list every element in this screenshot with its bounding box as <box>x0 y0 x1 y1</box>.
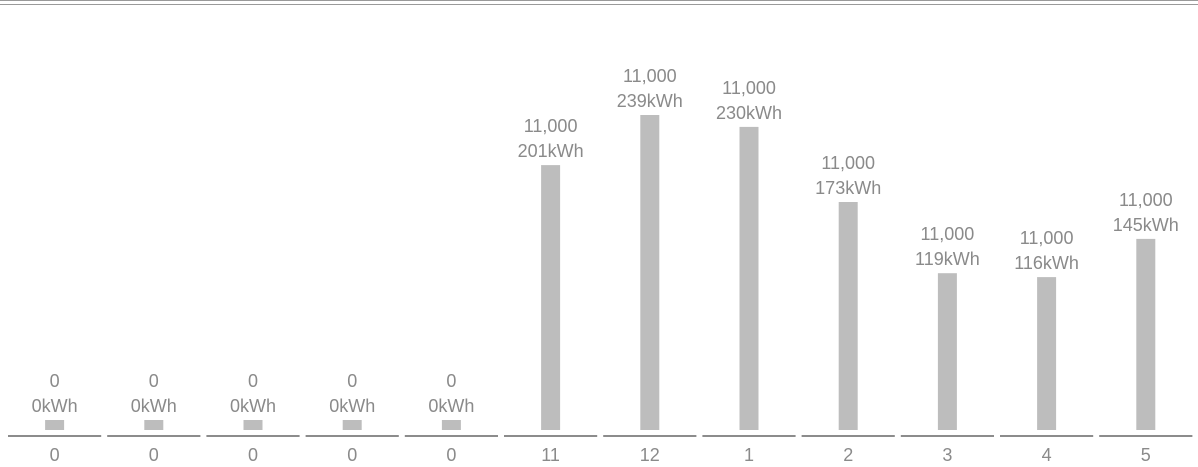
bar-value-label: 201kWh <box>518 141 584 161</box>
bar-top-label: 11,000 <box>821 153 875 173</box>
bar-value-label: 0kWh <box>428 396 474 416</box>
bar-value-label: 145kWh <box>1113 215 1179 235</box>
bar-top-label: 11,000 <box>921 224 975 244</box>
bar <box>640 115 660 430</box>
category-label: 12 <box>640 445 660 465</box>
bar-value-label: 173kWh <box>815 178 881 198</box>
bar-top-label: 11,000 <box>722 78 776 98</box>
category-label: 5 <box>1141 445 1151 465</box>
bar-top-label: 0 <box>149 371 159 391</box>
bar <box>441 420 461 430</box>
category-label: 3 <box>942 445 952 465</box>
bar-top-label: 0 <box>50 371 60 391</box>
bar-top-label: 11,000 <box>1020 228 1074 248</box>
bar <box>937 273 957 430</box>
bar <box>838 202 858 430</box>
bar-top-label: 0 <box>446 371 456 391</box>
bar-value-label: 0kWh <box>131 396 177 416</box>
bar <box>342 420 362 430</box>
bar-top-label: 0 <box>248 371 258 391</box>
bar <box>144 420 164 430</box>
bar-top-label: 0 <box>347 371 357 391</box>
bar-value-label: 0kWh <box>329 396 375 416</box>
bar-value-label: 239kWh <box>617 91 683 111</box>
category-label: 0 <box>248 445 258 465</box>
bar-value-label: 119kWh <box>915 249 980 269</box>
bar <box>739 126 759 431</box>
bar-value-label: 230kWh <box>716 103 782 123</box>
bar-top-label: 11,000 <box>1119 190 1173 210</box>
bar-value-label: 116kWh <box>1014 253 1079 273</box>
category-label: 0 <box>347 445 357 465</box>
top-divider <box>0 0 1198 5</box>
bar <box>1136 238 1156 430</box>
category-label: 2 <box>843 445 853 465</box>
bar <box>243 420 263 430</box>
category-label: 0 <box>149 445 159 465</box>
category-label: 0 <box>50 445 60 465</box>
bar-top-label: 11,000 <box>524 116 578 136</box>
category-label: 1 <box>744 445 754 465</box>
category-label: 4 <box>1042 445 1052 465</box>
category-label: 0 <box>446 445 456 465</box>
bar <box>1037 277 1057 430</box>
bar-value-label: 0kWh <box>32 396 78 416</box>
bar-value-label: 0kWh <box>230 396 276 416</box>
bar-top-label: 11,000 <box>623 66 677 86</box>
bar <box>45 420 65 430</box>
bar <box>541 165 561 430</box>
category-label: 11 <box>541 445 560 465</box>
